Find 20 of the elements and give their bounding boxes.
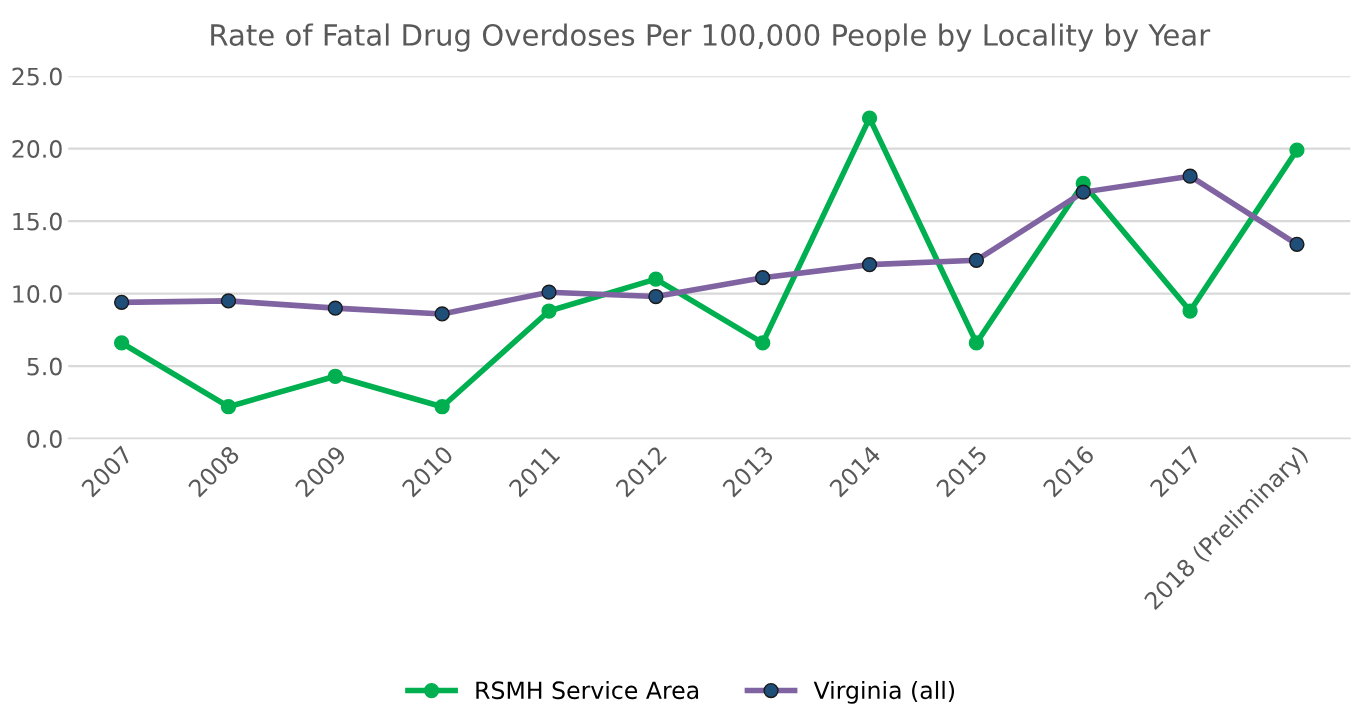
y-tick-label: 15.0 <box>13 212 62 231</box>
chart-title: Rate of Fatal Drug Overdoses Per 100,000 People by Locality by Year <box>211 23 1211 52</box>
y-tick-label: 10.0 <box>13 285 62 303</box>
point <box>1289 142 1305 158</box>
point <box>113 335 130 351</box>
y-tick-label: 20.0 <box>12 140 62 158</box>
point <box>968 335 985 351</box>
point <box>327 368 343 384</box>
point <box>861 110 878 126</box>
point <box>1182 303 1198 319</box>
y-tick-label: 0.0 <box>27 430 62 448</box>
point <box>755 335 771 351</box>
point <box>434 399 450 415</box>
legend-label: RSMH Service Area <box>476 680 699 700</box>
y-tick-label: 5.0 <box>27 357 62 376</box>
y-tick-label: 25.0 <box>12 67 62 86</box>
legend-label: Virginia (all) <box>813 680 955 704</box>
point <box>220 399 237 415</box>
point <box>541 303 557 319</box>
point <box>648 271 664 287</box>
